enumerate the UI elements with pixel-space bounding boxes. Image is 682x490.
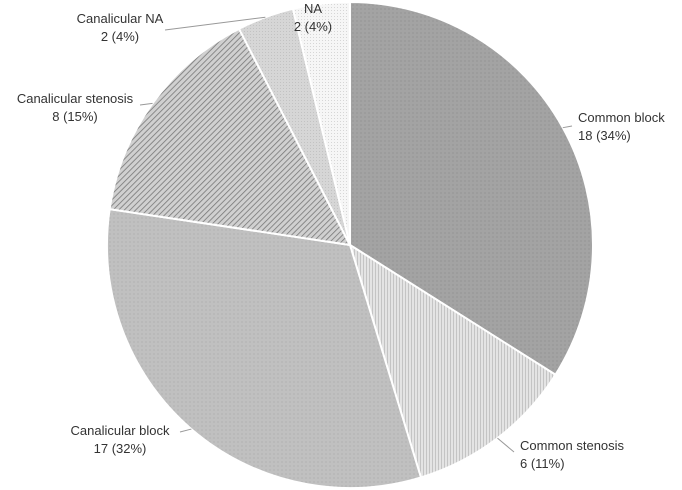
value-label: 6 (11%) — [520, 456, 565, 471]
value-label: 17 (32%) — [94, 441, 147, 456]
leader-line — [164, 16, 266, 31]
pie-slice — [291, 0, 351, 246]
leader-line — [139, 102, 153, 106]
slice-label: Common block — [578, 110, 665, 125]
value-label: 2 (4%) — [294, 19, 332, 34]
slice-label: Common stenosis — [520, 438, 625, 453]
slice-label: Canalicular stenosis — [17, 91, 134, 106]
leader-line — [497, 437, 515, 453]
value-label: 8 (15%) — [52, 109, 98, 124]
value-label: 2 (4%) — [101, 29, 139, 44]
slice-label: Canalicular NA — [77, 11, 164, 26]
slice-label: NA — [304, 1, 322, 16]
value-label: 18 (34%) — [578, 128, 631, 143]
slice-label: Canalicular block — [71, 423, 170, 438]
pie-slice — [106, 207, 423, 489]
pie-slice — [348, 242, 557, 479]
leader-line — [179, 428, 192, 433]
leader-line — [562, 125, 573, 129]
